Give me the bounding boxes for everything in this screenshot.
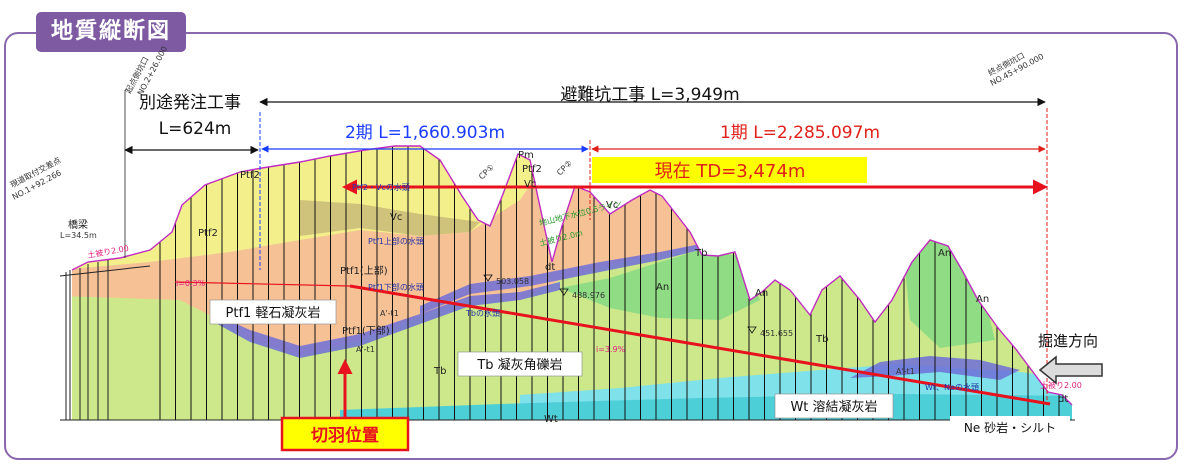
label-an-c: An xyxy=(938,248,951,259)
bridge-length: L=34.5m xyxy=(60,231,97,240)
tunnel-alignment-left xyxy=(174,281,351,287)
label-tb-a: Tb xyxy=(433,366,446,377)
label-dt-b: dt xyxy=(1058,394,1068,405)
label-ptf1-upper-head: Ptf1上部の水頭 xyxy=(368,236,424,246)
tb-box xyxy=(457,351,583,377)
label-grade-right: i=3.9% xyxy=(596,345,626,354)
rock-legend-boxes: Ptf1 軽石凝灰岩 Tb 凝灰角礫岩 Wt 溶結凝灰岩 Ne 砂岩・シルト xyxy=(209,299,1070,438)
label-vc-c: Vc xyxy=(606,200,618,211)
elevation-markers xyxy=(483,274,757,334)
label-tb-c: Tb xyxy=(815,334,828,345)
direction-label: 掘進方向 xyxy=(1038,332,1098,350)
face-position-box xyxy=(280,416,410,452)
ne-box xyxy=(950,416,1070,438)
ne-rock-label: Ne 砂岩・シルト xyxy=(964,420,1056,435)
label-an-b: An xyxy=(755,288,768,299)
label-elev1: 503.058 xyxy=(496,277,529,286)
label-elev3: 451.655 xyxy=(760,329,793,338)
cover-right-label: 土被り2.00 xyxy=(1040,380,1082,390)
left-structures xyxy=(59,260,151,420)
ptf1-box xyxy=(209,299,337,325)
label-ptf2-c: Ptf2 xyxy=(522,164,542,175)
bridge-label: 橋梁 xyxy=(68,218,88,231)
layer-vc xyxy=(300,200,480,236)
tunnel-alignment xyxy=(349,284,1051,406)
wt-box xyxy=(774,393,894,419)
label-at1-c: A'-t1 xyxy=(896,367,915,376)
label-ptf2-head: Ptf2・Vcの水頭 xyxy=(352,182,410,192)
label-vc-b: Vc xyxy=(524,179,536,190)
label-elev2: 488.976 xyxy=(572,291,605,300)
layer-ne xyxy=(340,394,1072,420)
label-vc-a: Vc xyxy=(390,212,402,223)
page-title: 地質縦断図 xyxy=(36,12,186,52)
label-tb-b: Tb xyxy=(694,248,707,259)
current-td-label: 現在 TD=3,474m xyxy=(655,161,806,182)
label-wt: Wt xyxy=(544,414,558,425)
label-ptf1-lower: Ptf1(下部) xyxy=(342,324,390,337)
label-ptf1-upper: Ptf1(上部) xyxy=(340,264,388,277)
label-tb-head: Tbの水頭 xyxy=(465,308,500,318)
label-an-a: An xyxy=(656,282,669,293)
main-work-label: 避難坑工事 L=3,949m xyxy=(560,85,739,105)
aquifer-band-ptf1 xyxy=(210,282,560,358)
label-ne-head: Wt、Neの水頭 xyxy=(925,382,979,392)
label-at1-b: A'-t1 xyxy=(356,345,375,354)
label-an-d: An xyxy=(976,294,989,305)
tb-rock-label: Tb 凝灰角礫岩 xyxy=(476,357,562,373)
ground-surface-line xyxy=(71,145,1073,406)
label-at1-a: A'-t1 xyxy=(380,309,399,318)
label-ptf2-b: Ptf2 xyxy=(198,228,218,239)
label-cp1: CP① xyxy=(477,163,496,182)
face-position-label: 切羽位置 xyxy=(311,425,379,446)
ptf1-rock-label: Ptf1 軽石凝灰岩 xyxy=(226,305,321,321)
label-ptf1-lower-head: Ptf1下部の水頭 xyxy=(368,282,424,292)
diagram-frame xyxy=(4,32,1178,460)
label-pm: Pm xyxy=(518,150,534,161)
separate-work-label: 別途発注工事 xyxy=(139,93,241,113)
wt-rock-label: Wt 溶結凝灰岩 xyxy=(790,399,877,415)
aquifer-band-upper xyxy=(420,244,700,314)
separate-work-length: L=624m xyxy=(159,119,232,139)
direction-arrow-icon xyxy=(1038,355,1103,385)
phase2-label: 2期 L=1,660.903m xyxy=(345,123,505,143)
current-td-highlight xyxy=(592,157,867,183)
label-dt-a: dt xyxy=(545,262,555,273)
label-cp2: CP② xyxy=(555,159,574,178)
label-grade-left: i=0.3% xyxy=(176,279,206,288)
phase1-label: 1期 L=2,285.097m xyxy=(720,123,880,143)
label-ptf2-a: Ptf2 xyxy=(240,170,260,181)
